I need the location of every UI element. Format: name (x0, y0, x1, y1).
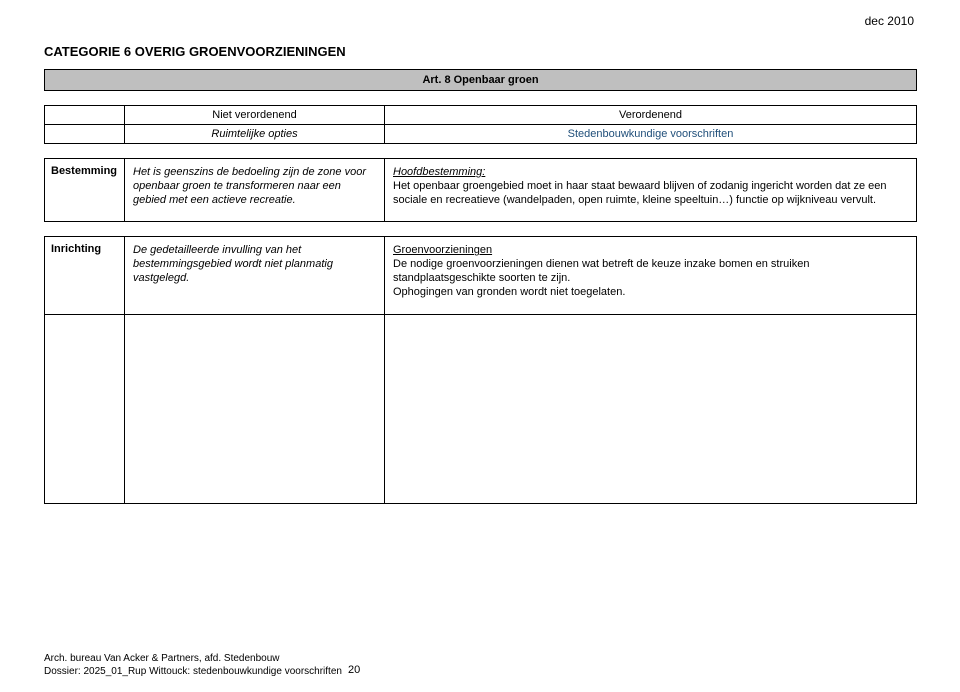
row1-right-title: Hoofdbestemming: (393, 166, 485, 178)
row2-label: Inrichting (45, 237, 125, 314)
row2-right: Groenvoorzieningen De nodige groenvoorzi… (385, 237, 917, 314)
sub-left-header: Ruimtelijke opties (125, 125, 385, 144)
row2-right-title: Groenvoorzieningen (393, 244, 492, 256)
row-inrichting: Inrichting De gedetailleerde invulling v… (44, 236, 917, 503)
empty-cell (125, 314, 385, 503)
row1-left: Het is geenszins de bedoeling zijn de zo… (125, 159, 385, 222)
row1-right-body: Het openbaar groengebied moet in haar st… (393, 180, 887, 206)
footer-line1: Arch. bureau Van Acker & Partners, afd. … (44, 653, 280, 664)
row1-right: Hoofdbestemming: Het openbaar groengebie… (385, 159, 917, 222)
sub-right-header: Stedenbouwkundige voorschriften (385, 125, 917, 144)
header-table: Niet verordenend Verordenend Ruimtelijke… (44, 105, 917, 144)
col-right-header: Verordenend (385, 106, 917, 125)
empty-cell (385, 314, 917, 503)
date-stamp: dec 2010 (865, 14, 914, 28)
footer-line2: Dossier: 2025_01_Rup Wittouck: stedenbou… (44, 666, 342, 677)
empty-cell (45, 314, 125, 503)
row2-right-body1: De nodige groenvoorzieningen dienen wat … (393, 258, 809, 284)
row2-left: De gedetailleerde invulling van het best… (125, 237, 385, 314)
empty-cell (45, 125, 125, 144)
page-number: 20 (348, 664, 360, 678)
empty-cell (45, 106, 125, 125)
page-footer: Arch. bureau Van Acker & Partners, afd. … (44, 653, 342, 678)
section-heading: CATEGORIE 6 OVERIG GROENVOORZIENINGEN (44, 44, 916, 59)
row2-right-body2: Ophogingen van gronden wordt niet toegel… (393, 286, 625, 298)
row1-label: Bestemming (45, 159, 125, 222)
article-title: Art. 8 Openbaar groen (45, 70, 917, 91)
col-left-header: Niet verordenend (125, 106, 385, 125)
article-title-table: Art. 8 Openbaar groen (44, 69, 917, 91)
row-bestemming: Bestemming Het is geenszins de bedoeling… (44, 158, 917, 222)
